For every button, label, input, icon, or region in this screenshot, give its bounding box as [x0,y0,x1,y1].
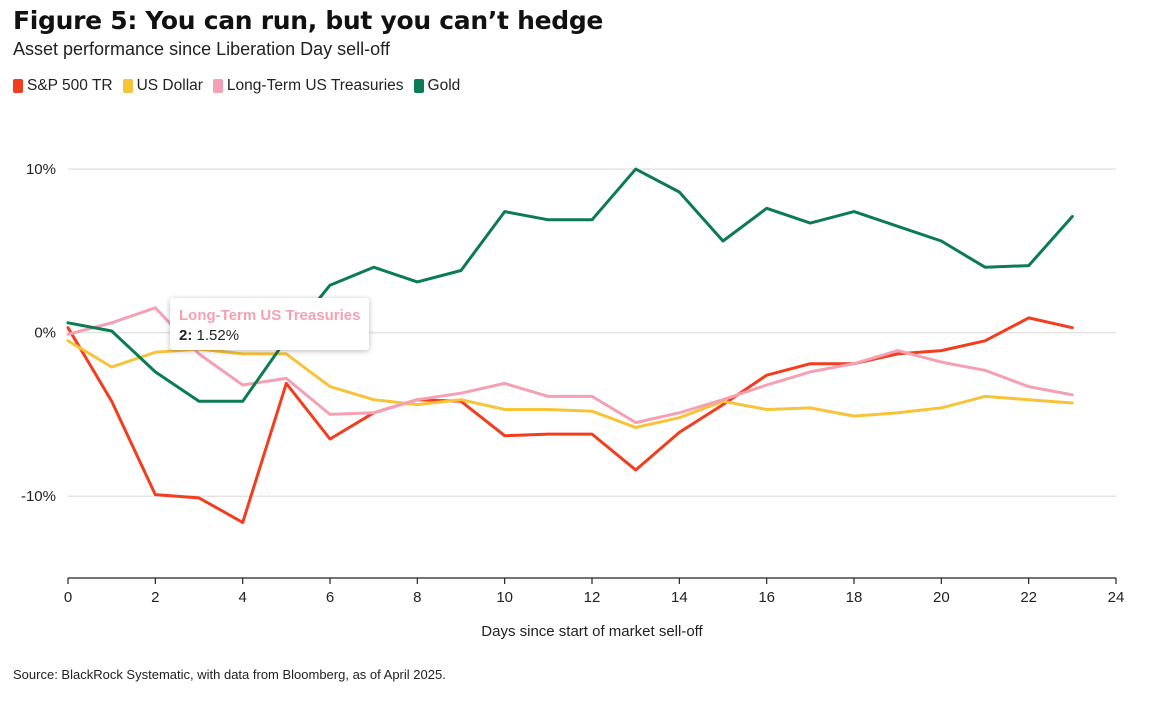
x-tick-label: 8 [413,589,421,606]
x-tick-label: 10 [496,589,513,606]
x-tick-label: 24 [1108,589,1125,606]
chart-title: Figure 5: You can run, but you can’t hed… [13,6,604,35]
axes: 10%0%-10%0 2 4 6 8 10 12 14 16 18 20 22 24 [21,161,1124,606]
series-line-long-term-us-treasuries[interactable] [66,306,1074,425]
x-tick-label: 18 [846,589,863,606]
y-tick-label: 10% [26,161,56,178]
legend: S&P 500 TR US Dollar Long-Term US Treasu… [13,77,460,95]
legend-item-gold[interactable]: Gold [413,77,461,95]
x-tick-label: 0 [64,589,72,606]
legend-swatch-sp500 [13,79,23,93]
x-tick-label: 20 [933,589,950,606]
legend-item-us-dollar[interactable]: US Dollar [122,77,203,95]
y-tick-label: -10% [21,488,56,505]
x-tick-label: 16 [758,589,775,606]
x-tick-label: 2 [151,589,159,606]
x-tick-label: 12 [584,589,601,606]
tooltip-series-name: Long-Term US Treasuries [179,307,361,324]
x-tick-label: 14 [671,589,688,606]
x-tick-label: 22 [1020,589,1037,606]
x-tick-label: 6 [326,589,334,606]
x-tick-label: 4 [238,589,246,606]
legend-label-treasuries: Long-Term US Treasuries [226,77,404,94]
legend-swatch-us-dollar [122,79,133,93]
series-line-gold[interactable] [66,167,1074,403]
legend-item-sp500[interactable]: S&P 500 TR [13,77,113,95]
legend-label-sp500: S&P 500 TR [27,77,113,94]
series-lines [66,167,1074,524]
legend-item-treasuries[interactable]: Long-Term US Treasuries [212,77,404,95]
legend-label-gold: Gold [427,77,461,94]
source-note: Source: BlackRock Systematic, with data … [13,667,446,682]
tooltip-x-value: 2: [179,327,193,344]
y-tick-label: 0% [34,325,56,342]
series-line-us-dollar[interactable] [66,339,1074,429]
legend-swatch-gold [413,79,424,93]
tooltip: Long-Term US Treasuries 2: 1.52% [170,298,370,350]
tooltip-value-row: 2: 1.52% [179,327,360,344]
legend-swatch-treasuries [212,79,223,93]
x-axis-title: Days since start of market sell-off [481,623,703,640]
chart-subtitle: Asset performance since Liberation Day s… [13,39,390,59]
tooltip-y-value: 1.52% [196,327,240,344]
legend-label-us-dollar: US Dollar [136,77,203,94]
